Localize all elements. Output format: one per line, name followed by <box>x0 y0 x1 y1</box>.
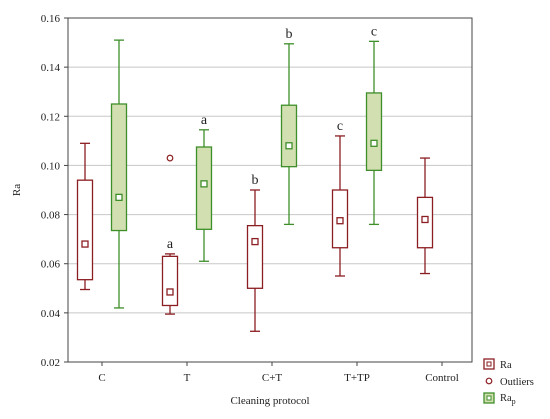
y-tick-label: 0.04 <box>41 308 61 320</box>
ra-series <box>76 135 434 332</box>
y-axis-title: Ra <box>11 184 23 196</box>
group-letter-ra-T+TP: c <box>337 119 343 134</box>
legend-ra-label: Ra <box>500 360 512 371</box>
group-letter-rap-C+T: b <box>286 27 293 42</box>
x-tick-label: T <box>184 372 191 384</box>
median-marker <box>285 142 293 150</box>
ra-box-T+TP <box>331 135 349 277</box>
grid-lines <box>68 66 472 314</box>
iqr-box <box>246 224 264 289</box>
ra-box-Control <box>416 157 434 275</box>
median-marker <box>81 240 89 248</box>
legend-ra-swatch-mark <box>486 361 492 367</box>
x-tick-label: Control <box>425 372 459 384</box>
y-tick-label: 0.10 <box>41 160 61 172</box>
median-marker <box>336 217 344 225</box>
box-series <box>76 39 434 332</box>
y-tick-label: 0.08 <box>41 210 61 222</box>
group-letter-rap-T: a <box>201 113 208 128</box>
x-axis-title: Cleaning protocol <box>230 395 309 407</box>
y-axis-ticks: 0.02 0.04 0.06 0.08 0.10 0.12 0.14 0.16 <box>41 13 68 369</box>
group-letter-rap-T+TP: c <box>371 24 377 39</box>
legend-rap-swatch-mark <box>486 395 492 401</box>
x-axis-ticks: C T C+T T+TP Control <box>98 362 459 384</box>
ra-box-C <box>76 142 94 291</box>
rap-box-C+T <box>280 43 298 226</box>
rap-series <box>110 39 383 309</box>
median-marker <box>251 237 259 246</box>
median-marker <box>421 215 429 224</box>
legend-rap-label-subscript: p <box>512 397 516 406</box>
legend-outliers-swatch <box>485 377 493 385</box>
group-letter-ra-C+T: b <box>252 173 259 188</box>
plot-frame <box>67 17 473 363</box>
y-tick-label: 0.06 <box>41 259 61 271</box>
rap-box-T <box>195 129 213 262</box>
y-tick-label: 0.02 <box>41 357 60 369</box>
median-marker <box>115 193 123 202</box>
ra-box-T <box>161 154 179 315</box>
legend-rap-label: Rap <box>500 393 516 406</box>
y-tick-label: 0.14 <box>41 62 61 74</box>
iqr-box <box>161 255 179 307</box>
median-marker <box>166 288 174 296</box>
outlier-point <box>166 154 174 162</box>
x-tick-label: C+T <box>262 372 283 384</box>
iqr-box <box>110 103 128 232</box>
rap-box-C <box>110 39 128 309</box>
x-tick-label: T+TP <box>344 372 370 384</box>
legend-rap-label-base: Ra <box>500 393 512 404</box>
median-marker <box>200 180 208 188</box>
ra-box-C+T <box>246 189 264 332</box>
legend: Ra Outliers Rap <box>483 358 534 406</box>
x-tick-label: C <box>98 372 105 384</box>
iqr-box <box>195 146 213 230</box>
group-letters: a b c a b c <box>167 24 377 252</box>
median-marker <box>370 139 378 147</box>
y-tick-label: 0.16 <box>41 13 61 25</box>
group-letter-ra-T: a <box>167 237 174 252</box>
legend-outliers-label: Outliers <box>500 377 534 388</box>
iqr-box <box>280 104 298 168</box>
iqr-box <box>76 179 94 281</box>
iqr-box <box>365 92 383 171</box>
rap-box-T+TP <box>365 40 383 226</box>
y-tick-label: 0.12 <box>41 111 60 123</box>
